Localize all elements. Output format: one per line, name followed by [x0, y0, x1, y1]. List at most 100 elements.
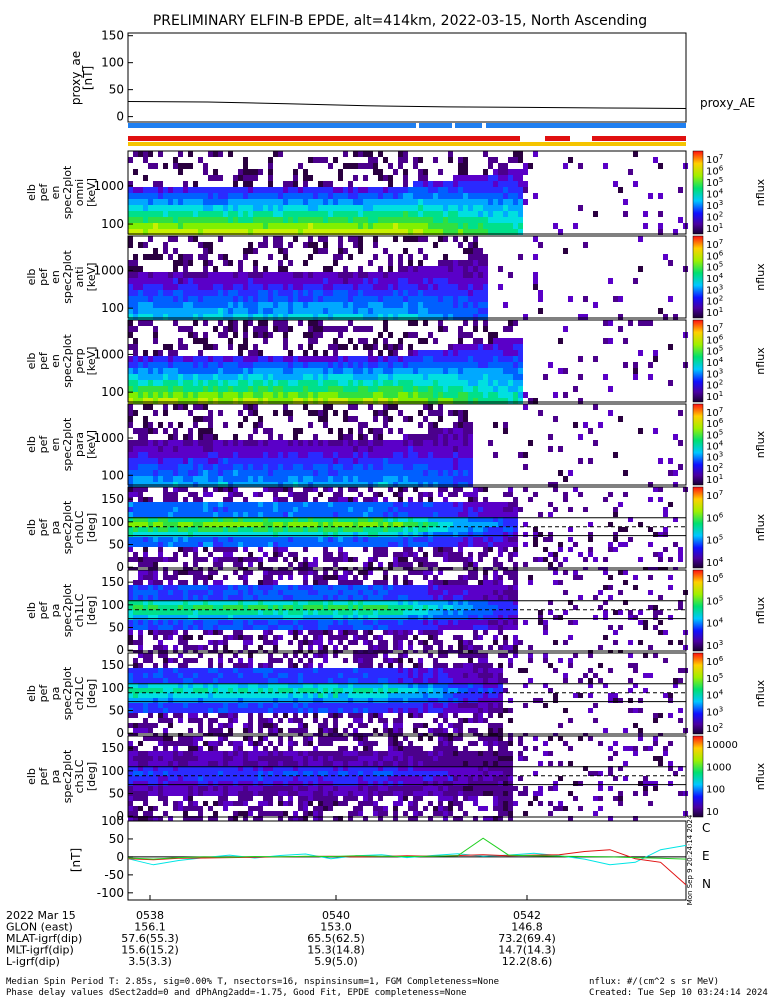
heat-cell: [133, 374, 138, 380]
heat-cell: [508, 522, 513, 527]
heat-cell: [388, 512, 393, 517]
heat-cell: [183, 446, 188, 452]
heat-cell: [293, 380, 298, 386]
heat-cell: [378, 217, 383, 223]
heat-cell: [183, 547, 188, 552]
heat-cell: [173, 440, 178, 446]
heat-cell: [183, 502, 188, 507]
heat-cell: [483, 308, 488, 314]
heat-cell: [128, 537, 133, 542]
heat-cell: [478, 260, 483, 266]
heat-cell: [503, 368, 508, 374]
heat-cell: [618, 416, 623, 422]
heat-cell: [373, 356, 378, 362]
heat-cell: [273, 452, 278, 458]
heat-cell: [298, 229, 303, 235]
heat-cell: [188, 217, 193, 223]
heat-cell: [248, 356, 253, 362]
heat-cell: [273, 470, 278, 476]
heat-cell: [198, 440, 203, 446]
heat-cell: [203, 522, 208, 527]
heat-cell: [398, 557, 403, 562]
heat-cell: [438, 350, 443, 356]
heat-cell: [203, 308, 208, 314]
heat-cell: [308, 205, 313, 211]
heat-cell: [153, 476, 158, 482]
heat-cell: [463, 205, 468, 211]
heat-cell: [583, 242, 588, 248]
heat-cell: [243, 392, 248, 398]
heat-cell: [478, 290, 483, 296]
heat-cell: [253, 350, 258, 356]
heat-cell: [238, 575, 243, 580]
heat-cell: [463, 236, 468, 242]
heat-cell: [203, 610, 208, 615]
heat-cell: [413, 446, 418, 452]
heat-cell: [243, 187, 248, 193]
heat-cell: [298, 344, 303, 350]
heat-cell: [218, 532, 223, 537]
heat-cell: [398, 537, 403, 542]
heat-cell: [303, 512, 308, 517]
heat-cell: [243, 615, 248, 620]
heat-cell: [433, 290, 438, 296]
heat-cell: [198, 392, 203, 398]
heat-cell: [248, 410, 253, 416]
heat-cell: [323, 296, 328, 302]
heat-cell: [178, 615, 183, 620]
heat-cell: [328, 446, 333, 452]
heat-cell: [173, 187, 178, 193]
heat-cell: [328, 296, 333, 302]
heat-cell: [148, 625, 153, 630]
heat-cell: [463, 507, 468, 512]
heat-cell: [193, 552, 198, 557]
heat-cell: [393, 278, 398, 284]
heat-cell: [218, 314, 223, 320]
heat-cell: [303, 272, 308, 278]
heat-cell: [313, 398, 318, 404]
heat-cell: [473, 229, 478, 235]
heat-cell: [213, 284, 218, 290]
heat-cell: [258, 169, 263, 175]
heat-cell: [398, 517, 403, 522]
heat-cell: [248, 640, 253, 645]
heat-cell: [318, 248, 323, 254]
heat-cell: [348, 302, 353, 308]
heat-cell: [488, 157, 493, 163]
heat-cell: [138, 507, 143, 512]
heat-cell: [173, 386, 178, 392]
heat-cell: [648, 320, 653, 326]
heat-cell: [323, 517, 328, 522]
heat-cell: [298, 362, 303, 368]
heat-cell: [348, 284, 353, 290]
heat-cell: [228, 338, 233, 344]
heat-cell: [228, 151, 233, 157]
heat-cell: [178, 398, 183, 404]
heat-cell: [338, 487, 343, 492]
heat-cell: [183, 296, 188, 302]
heat-cell: [398, 398, 403, 404]
colorbar-tick-label: 106: [706, 165, 724, 178]
heat-cell: [303, 229, 308, 235]
heat-cell: [428, 522, 433, 527]
heat-cell: [343, 278, 348, 284]
heat-cell: [388, 446, 393, 452]
heat-cell: [148, 236, 153, 242]
heat-cell: [288, 199, 293, 205]
heat-cell: [273, 615, 278, 620]
heat-cell: [193, 547, 198, 552]
heat-cell: [198, 199, 203, 205]
heat-cell: [513, 527, 518, 532]
heat-cell: [263, 620, 268, 625]
heat-cell: [453, 350, 458, 356]
heat-cell: [283, 404, 288, 410]
heat-cell: [233, 532, 238, 537]
heat-cell: [278, 600, 283, 605]
heat-cell: [228, 476, 233, 482]
heat-cell: [473, 187, 478, 193]
heat-cell: [183, 193, 188, 199]
heat-cell: [193, 476, 198, 482]
heat-cell: [348, 464, 353, 470]
heat-cell: [483, 398, 488, 404]
heat-cell: [228, 217, 233, 223]
